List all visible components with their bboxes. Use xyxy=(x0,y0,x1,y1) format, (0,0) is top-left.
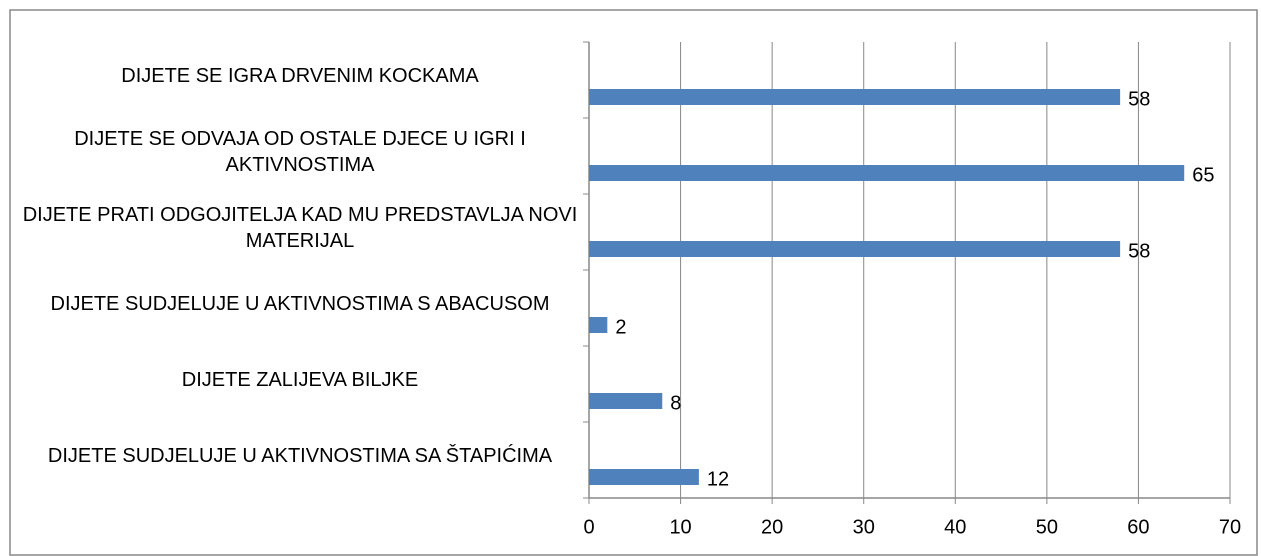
category-label: DIJETE SE IGRA DRVENIM KOCKAMA xyxy=(121,65,479,87)
x-tick-label: 30 xyxy=(853,516,875,538)
bar xyxy=(589,317,608,333)
x-tick-label: 40 xyxy=(944,516,966,538)
bar xyxy=(589,241,1121,257)
category-label: DIJETE SUDJELUJE U AKTIVNOSTIMA SA ŠTAPI… xyxy=(47,445,553,467)
category-label: DIJETE SE ODVAJA OD OSTALE DJECE U IGRI … xyxy=(74,128,526,176)
bar xyxy=(589,469,699,485)
bar xyxy=(589,165,1185,181)
value-label: 58 xyxy=(1128,88,1150,110)
x-tick-label: 50 xyxy=(1036,516,1058,538)
x-tick-label: 60 xyxy=(1127,516,1149,538)
category-label: DIJETE SUDJELUJE U AKTIVNOSTIMA S ABACUS… xyxy=(50,293,550,315)
value-label: 65 xyxy=(1192,164,1214,186)
x-tick-label: 0 xyxy=(583,516,594,538)
category-label: DIJETE ZALIJEVA BILJKE xyxy=(181,369,419,391)
value-label: 2 xyxy=(615,316,626,338)
x-tick-label: 10 xyxy=(669,516,691,538)
bar xyxy=(589,89,1121,105)
value-label: 58 xyxy=(1128,240,1150,262)
category-label: DIJETE PRATI ODGOJITELJA KAD MU PREDSTAV… xyxy=(22,204,578,252)
value-label: 12 xyxy=(707,468,729,490)
value-label: 8 xyxy=(670,392,681,414)
chart-border xyxy=(9,9,1258,556)
bar xyxy=(589,393,663,409)
x-tick-label: 70 xyxy=(1219,516,1241,538)
x-tick-label: 20 xyxy=(761,516,783,538)
